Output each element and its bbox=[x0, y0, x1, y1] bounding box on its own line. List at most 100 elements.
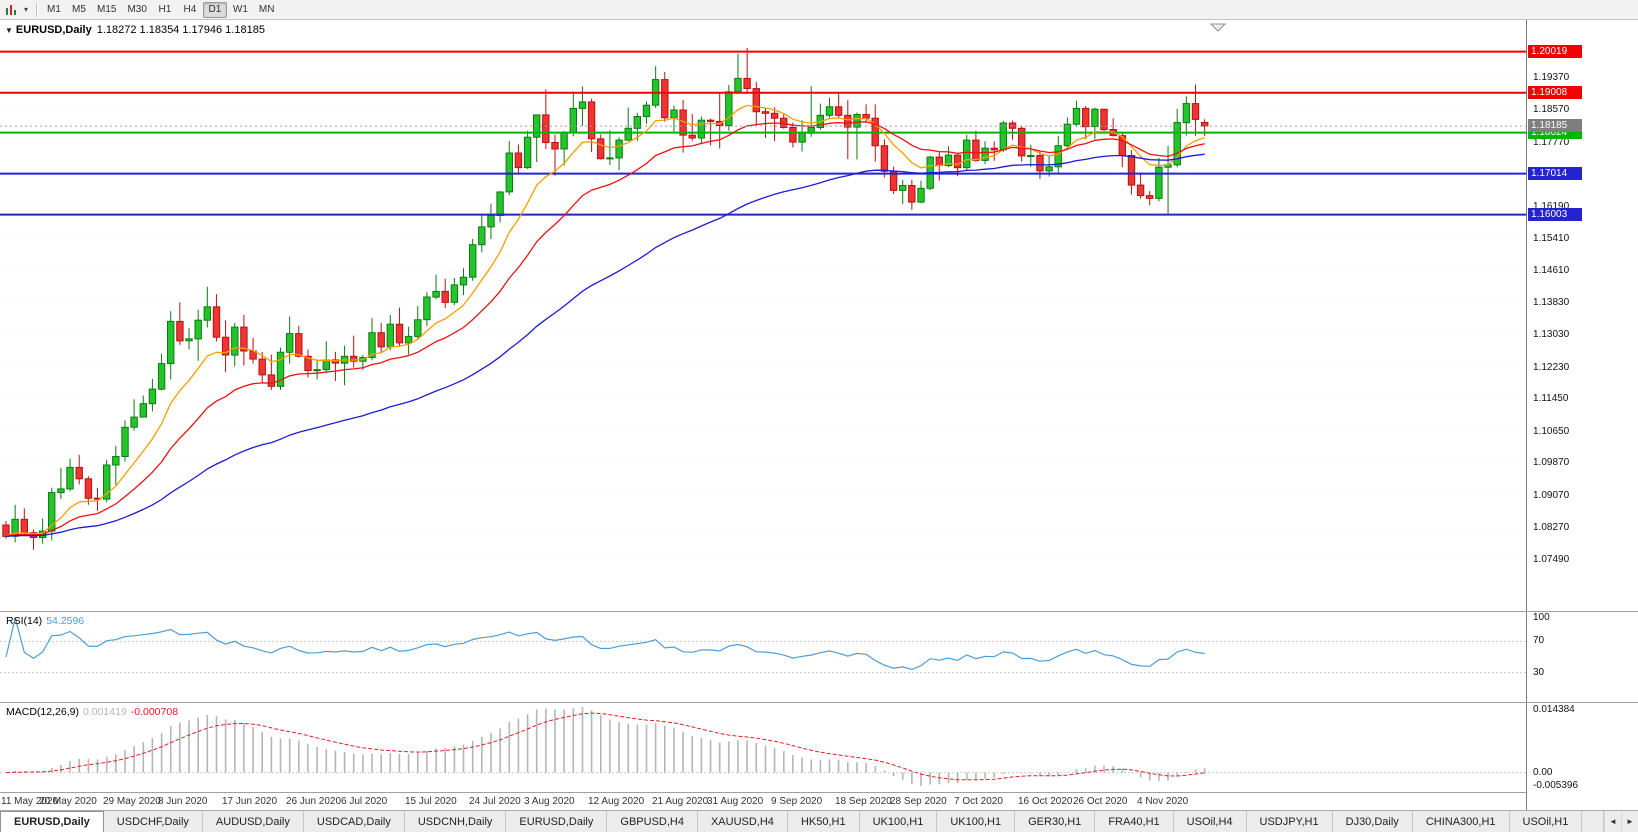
price-tick-label: 1.09070 bbox=[1533, 490, 1570, 501]
time-axis[interactable]: 11 May 2020 20 May 2020 29 May 2020 8 Jun 2… bbox=[0, 792, 1526, 810]
price-tick-label: 1.09870 bbox=[1533, 457, 1570, 468]
date-label: 18 Sep 2020 bbox=[835, 796, 892, 807]
price-scale[interactable]: 1.19370 1.18570 1.17770 1.16190 1.15410 1.146… bbox=[1526, 20, 1638, 810]
timeframe-button-m1[interactable]: M1 bbox=[47, 4, 61, 15]
date-label: 29 May 2020 bbox=[103, 796, 161, 807]
chart-tab-xauusd-h4[interactable]: XAUUSD,H4 bbox=[698, 811, 788, 832]
price-tick-label: 1.13830 bbox=[1533, 297, 1570, 308]
chart-tab-ger30-h1[interactable]: GER30,H1 bbox=[1015, 811, 1096, 832]
hline-price-badge: 1.19008 bbox=[1528, 86, 1582, 99]
chart-tab-usoil-h4[interactable]: USOil,H4 bbox=[1174, 811, 1247, 832]
date-label: 26 Oct 2020 bbox=[1073, 796, 1128, 807]
timeframe-button-mn[interactable]: MN bbox=[258, 4, 275, 15]
rsi-level-label: 100 bbox=[1533, 612, 1550, 623]
chart-shift-triangle-icon[interactable] bbox=[1209, 23, 1227, 32]
date-label: 31 Aug 2020 bbox=[707, 796, 764, 807]
toolbar-separator bbox=[36, 2, 37, 17]
panel-splitter[interactable] bbox=[0, 702, 1638, 703]
date-label: 11 May 2020 bbox=[1, 796, 59, 807]
one-click-trading-icon[interactable]: ▼ bbox=[5, 26, 13, 35]
price-tick-label: 1.11450 bbox=[1533, 393, 1569, 404]
date-label: 12 Aug 2020 bbox=[588, 796, 645, 807]
date-label: 4 Nov 2020 bbox=[1137, 796, 1189, 807]
hline-price-badge: 1.20019 bbox=[1528, 45, 1582, 58]
chart-tab-gbpusd-h4[interactable]: GBPUSD,H4 bbox=[607, 811, 698, 832]
tabs-scroll-right-button[interactable]: ► bbox=[1621, 811, 1638, 832]
price-tick-label: 1.14610 bbox=[1533, 265, 1570, 276]
timeframe-button-h1[interactable]: H1 bbox=[158, 4, 172, 15]
top-toolbar: ▾ M1 M5 M15 M30 H1 H4 D1 W1 MN bbox=[0, 0, 1638, 20]
chart-tab-usdchf-daily[interactable]: USDCHF,Daily bbox=[104, 811, 203, 832]
chart-tab-usoil-h1[interactable]: USOil,H1 bbox=[1510, 811, 1583, 832]
date-label: 15 Jul 2020 bbox=[405, 796, 457, 807]
rsi-panel[interactable] bbox=[0, 612, 1526, 702]
chart-tabs-bar: EURUSD,Daily USDCHF,Daily AUDUSD,Daily USDC… bbox=[0, 810, 1638, 832]
date-label: 17 Jun 2020 bbox=[222, 796, 278, 807]
price-tick-label: 1.12230 bbox=[1533, 362, 1570, 373]
date-label: 21 Aug 2020 bbox=[652, 796, 709, 807]
rsi-level-label: 70 bbox=[1533, 635, 1545, 646]
date-label: 20 May 2020 bbox=[39, 796, 97, 807]
chart-type-icon[interactable] bbox=[3, 2, 21, 18]
macd-main-value: 0.001419 bbox=[82, 706, 127, 718]
chart-window: ▼ EURUSD,Daily 1.18272 1.18354 1.17946 1.1… bbox=[0, 20, 1638, 810]
price-tick-label: 1.16190 bbox=[1533, 201, 1570, 212]
chart-tab-eurusd-daily[interactable]: EURUSD,Daily bbox=[506, 811, 608, 832]
price-tick-label: 1.18570 bbox=[1533, 104, 1570, 115]
macd-zero-label: 0.00 bbox=[1533, 767, 1553, 778]
rsi-indicator-name: RSI(14) bbox=[6, 615, 43, 627]
chart-tab-china300-h1[interactable]: CHINA300,H1 bbox=[1413, 811, 1510, 832]
chart-tab-eurusd-daily[interactable]: EURUSD,Daily bbox=[0, 811, 104, 832]
chart-ohlc-values: 1.18272 1.18354 1.17946 1.18185 bbox=[96, 24, 265, 36]
date-label: 26 Jun 2020 bbox=[286, 796, 342, 807]
timeframe-button-h4[interactable]: H4 bbox=[183, 4, 197, 15]
chart-tab-fra40-h1[interactable]: FRA40,H1 bbox=[1095, 811, 1174, 832]
hline-price-badge: 1.16003 bbox=[1528, 208, 1582, 221]
macd-panel[interactable] bbox=[0, 703, 1526, 792]
timeframe-button-d1[interactable]: D1 bbox=[202, 1, 227, 18]
date-label: 9 Sep 2020 bbox=[771, 796, 823, 807]
macd-max-label: 0.014384 bbox=[1533, 704, 1575, 715]
macd-label: MACD(12,26,9) 0.001419 -0.000708 bbox=[6, 706, 182, 718]
timeframe-button-m30[interactable]: M30 bbox=[127, 4, 147, 15]
current-price-badge: 1.18185 bbox=[1528, 119, 1582, 132]
price-tick-label: 1.08270 bbox=[1533, 522, 1570, 533]
timeframe-button-w1[interactable]: W1 bbox=[232, 4, 248, 15]
price-tick-label: 1.17770 bbox=[1533, 137, 1570, 148]
chart-tab-hk50-h1[interactable]: HK50,H1 bbox=[788, 811, 860, 832]
timeframe-button-m5[interactable]: M5 bbox=[72, 4, 86, 15]
macd-indicator-name: MACD(12,26,9) bbox=[6, 706, 79, 718]
macd-min-label: -0.005396 bbox=[1533, 780, 1579, 791]
date-label: 3 Aug 2020 bbox=[524, 796, 575, 807]
tabs-scroll-left-button[interactable]: ◄ bbox=[1604, 811, 1621, 832]
rsi-label: RSI(14) 54.2596 bbox=[6, 615, 88, 627]
date-label: 28 Sep 2020 bbox=[890, 796, 947, 807]
main-price-chart[interactable] bbox=[0, 20, 1526, 611]
price-tick-label: 1.13030 bbox=[1533, 329, 1570, 340]
date-label: 24 Jul 2020 bbox=[469, 796, 521, 807]
chart-tab-audusd-daily[interactable]: AUDUSD,Daily bbox=[203, 811, 304, 832]
date-label: 7 Oct 2020 bbox=[954, 796, 1003, 807]
date-label: 16 Oct 2020 bbox=[1018, 796, 1073, 807]
price-tick-label: 1.07490 bbox=[1533, 554, 1570, 565]
hline-price-badge: 1.17014 bbox=[1528, 167, 1582, 180]
rsi-level-label: 30 bbox=[1533, 667, 1545, 678]
bar-chart-glyph bbox=[6, 4, 16, 15]
price-tick-label: 1.15410 bbox=[1533, 233, 1570, 244]
macd-signal-value: -0.000708 bbox=[130, 706, 179, 718]
chart-type-dropdown-caret-icon[interactable]: ▾ bbox=[23, 5, 28, 14]
date-label: 6 Jul 2020 bbox=[341, 796, 388, 807]
timeframe-toolbar: M1 M5 M15 M30 H1 H4 D1 W1 MN bbox=[42, 1, 279, 18]
date-label: 8 Jun 2020 bbox=[158, 796, 208, 807]
timeframe-button-m15[interactable]: M15 bbox=[97, 4, 117, 15]
chart-tabs: EURUSD,Daily USDCHF,Daily AUDUSD,Daily USDC… bbox=[0, 811, 1602, 832]
chart-tab-usdcad-daily[interactable]: USDCAD,Daily bbox=[304, 811, 405, 832]
chart-tab-dj30-daily[interactable]: DJ30,Daily bbox=[1333, 811, 1413, 832]
price-tick-label: 1.10650 bbox=[1533, 426, 1570, 437]
chart-tab-uk100-h1[interactable]: UK100,H1 bbox=[860, 811, 938, 832]
chart-tab-usdcnh-daily[interactable]: USDCNH,Daily bbox=[405, 811, 507, 832]
chart-symbol-label: EURUSD,Daily bbox=[15, 24, 92, 36]
chart-tab-usdjpy-h1[interactable]: USDJPY,H1 bbox=[1247, 811, 1333, 832]
panel-splitter[interactable] bbox=[0, 611, 1638, 612]
chart-tab-uk100-h1[interactable]: UK100,H1 bbox=[937, 811, 1016, 832]
